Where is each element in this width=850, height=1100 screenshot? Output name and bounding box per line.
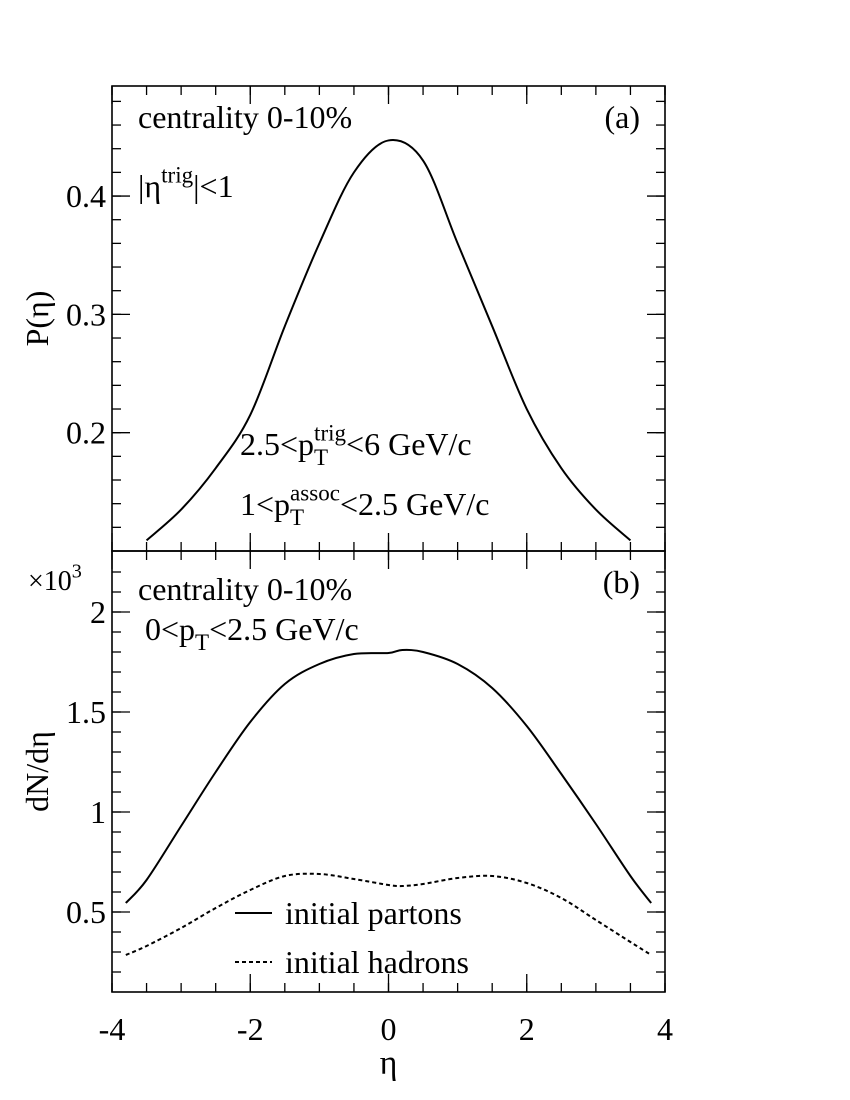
- x-axis-label: η: [380, 1045, 398, 1082]
- y-tick-label: 1: [90, 794, 106, 830]
- legend-label: initial partons: [285, 895, 462, 931]
- x-tick-label: 4: [657, 1011, 673, 1047]
- annotation: |η: [138, 168, 161, 204]
- panel-label: (b): [603, 564, 640, 600]
- annotation: T: [195, 629, 209, 655]
- axis-multiplier: 3: [72, 560, 82, 582]
- x-tick-label: -2: [237, 1011, 264, 1047]
- data-line: [145, 139, 632, 542]
- annotation: trig: [314, 420, 346, 446]
- axis-multiplier: ×10: [28, 566, 72, 597]
- y-tick-label: 0.3: [66, 296, 106, 332]
- data-line: [125, 648, 652, 904]
- annotation: <6 GeV/c: [346, 426, 472, 462]
- annotation: centrality 0-10%: [138, 571, 352, 607]
- annotation: <2.5 GeV/c: [340, 486, 490, 522]
- annotation: assoc: [290, 480, 340, 506]
- y-tick-label: 0.2: [66, 415, 106, 451]
- y-tick-label: 0.5: [66, 894, 106, 930]
- annotation: trig: [161, 162, 193, 188]
- annotation: 2.5<p: [240, 426, 314, 462]
- annotation: |<1: [193, 168, 233, 204]
- annotation: <2.5 GeV/c: [209, 611, 359, 647]
- legend-label: initial hadrons: [285, 944, 469, 980]
- data-line: [125, 872, 652, 956]
- y-axis-label: dN/dη: [19, 731, 55, 812]
- annotation: centrality 0-10%: [138, 99, 352, 135]
- y-tick-label: 1.5: [66, 694, 106, 730]
- y-tick-label: 2: [90, 594, 106, 630]
- panel-label: (a): [604, 99, 640, 135]
- x-tick-label: -4: [99, 1011, 126, 1047]
- x-tick-label: 2: [519, 1011, 535, 1047]
- annotation: T: [290, 504, 304, 530]
- y-axis-label: P(η): [19, 291, 55, 347]
- y-tick-label: 0.4: [66, 178, 106, 214]
- annotation: 0<p: [145, 611, 195, 647]
- annotation: 1<p: [240, 486, 290, 522]
- annotation: T: [314, 444, 328, 470]
- x-tick-label: 0: [381, 1011, 397, 1047]
- plot-frame: [111, 85, 666, 552]
